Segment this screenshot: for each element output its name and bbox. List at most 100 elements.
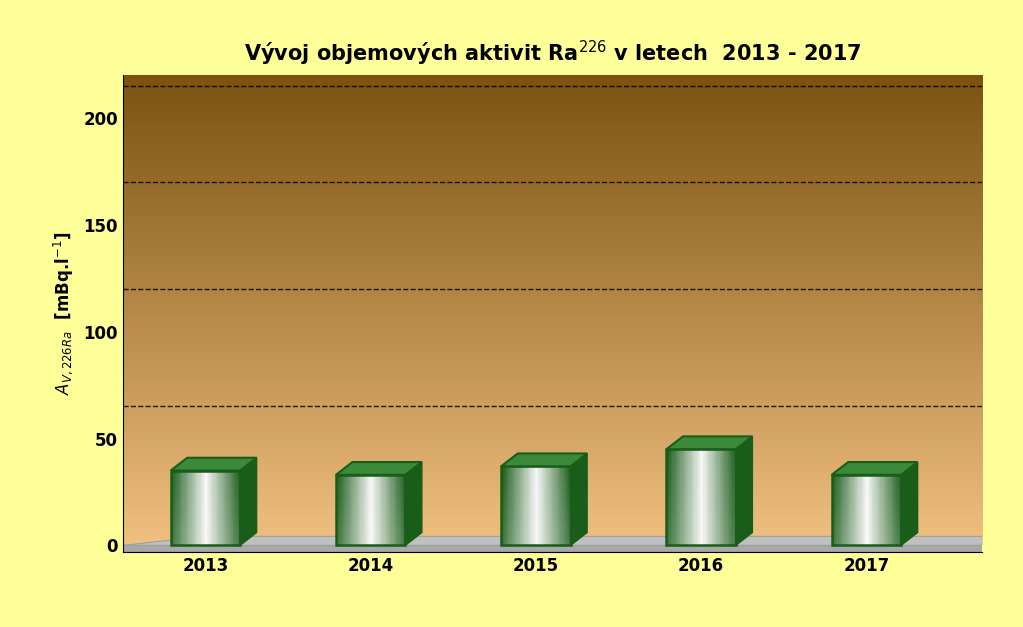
Bar	[501, 514, 571, 515]
Bar	[375, 475, 376, 545]
Bar	[509, 466, 510, 545]
Bar	[715, 449, 716, 545]
Bar	[189, 470, 190, 545]
Bar	[887, 475, 888, 545]
Bar	[193, 470, 195, 545]
Bar	[832, 528, 901, 529]
Bar	[680, 449, 681, 545]
Bar	[336, 487, 405, 489]
Bar	[336, 526, 405, 528]
Bar	[171, 529, 240, 530]
Bar	[501, 466, 571, 545]
Bar	[835, 475, 837, 545]
Bar	[387, 475, 388, 545]
Bar	[859, 475, 860, 545]
Bar	[501, 472, 571, 474]
Bar	[336, 510, 405, 512]
Bar	[666, 480, 736, 483]
Bar	[852, 475, 853, 545]
Bar	[547, 466, 548, 545]
Bar	[224, 470, 225, 545]
Bar	[832, 475, 901, 477]
Bar	[171, 512, 240, 514]
Bar	[709, 449, 710, 545]
Bar	[666, 526, 736, 529]
Bar	[336, 475, 405, 545]
Bar	[171, 489, 240, 491]
Polygon shape	[405, 462, 421, 545]
Bar	[730, 449, 731, 545]
Bar	[195, 470, 196, 545]
Bar	[882, 475, 883, 545]
Bar	[336, 531, 405, 533]
Bar	[350, 475, 351, 545]
Bar	[347, 475, 348, 545]
Bar	[171, 527, 240, 529]
Bar	[873, 475, 874, 545]
Bar	[512, 466, 513, 545]
Bar	[395, 475, 396, 545]
Bar	[842, 475, 843, 545]
Bar	[502, 466, 503, 545]
Polygon shape	[240, 458, 257, 545]
Bar	[501, 476, 571, 478]
Bar	[865, 475, 866, 545]
Bar	[681, 449, 682, 545]
Bar	[832, 510, 901, 512]
Bar	[895, 475, 896, 545]
Bar	[501, 508, 571, 510]
Bar	[377, 475, 379, 545]
Bar	[336, 483, 405, 485]
Bar	[174, 470, 175, 545]
Bar	[171, 525, 240, 527]
Bar	[548, 466, 549, 545]
Bar	[666, 454, 736, 456]
Bar	[722, 449, 723, 545]
Bar	[171, 470, 240, 472]
Bar	[666, 517, 736, 519]
Bar	[376, 475, 377, 545]
Bar	[222, 470, 223, 545]
Bar	[353, 475, 354, 545]
Bar	[690, 449, 691, 545]
Bar	[379, 475, 380, 545]
Bar	[843, 475, 844, 545]
Bar	[338, 475, 339, 545]
Bar	[678, 449, 679, 545]
Bar	[171, 480, 240, 482]
Bar	[349, 475, 350, 545]
Bar	[704, 449, 705, 545]
Bar	[501, 524, 571, 525]
Bar	[896, 475, 897, 545]
Bar	[535, 466, 536, 545]
Bar	[863, 475, 864, 545]
Bar	[171, 485, 240, 487]
Bar	[561, 466, 562, 545]
Bar	[336, 475, 405, 477]
Bar	[348, 475, 349, 545]
Bar	[171, 498, 240, 500]
Bar	[344, 475, 345, 545]
Bar	[184, 470, 186, 545]
Bar	[876, 475, 877, 545]
Bar	[364, 475, 365, 545]
Bar	[501, 532, 571, 534]
Bar	[336, 528, 405, 529]
Bar	[501, 512, 571, 514]
Bar	[202, 470, 204, 545]
Bar	[526, 466, 527, 545]
Bar	[537, 466, 538, 545]
Bar	[894, 475, 895, 545]
Bar	[501, 468, 571, 470]
Bar	[858, 475, 859, 545]
Bar	[171, 472, 240, 474]
Bar	[359, 475, 360, 545]
Bar	[171, 544, 240, 545]
Bar	[171, 515, 240, 517]
Bar	[687, 449, 688, 545]
Bar	[181, 470, 182, 545]
Bar	[897, 475, 899, 545]
Bar	[389, 475, 391, 545]
Bar	[666, 478, 736, 480]
Bar	[188, 470, 189, 545]
